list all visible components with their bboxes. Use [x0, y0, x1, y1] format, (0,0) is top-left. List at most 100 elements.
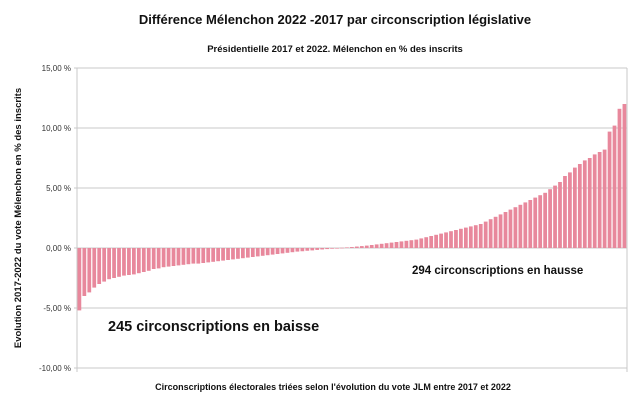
- bar: [300, 248, 305, 252]
- bar: [136, 248, 141, 274]
- bar: [186, 248, 191, 265]
- bar: [141, 248, 146, 272]
- bar: [231, 248, 235, 260]
- bar: [612, 125, 617, 248]
- bar: [473, 225, 478, 248]
- bar: [191, 248, 196, 264]
- bar: [429, 236, 434, 248]
- bar: [345, 247, 349, 248]
- bar: [92, 248, 97, 288]
- bar: [409, 240, 414, 248]
- bar: [523, 202, 528, 248]
- bar: [597, 152, 602, 248]
- bar: [572, 167, 577, 248]
- bar: [488, 219, 493, 248]
- bar: [117, 248, 121, 277]
- bar: [577, 164, 582, 248]
- bar: [528, 200, 533, 248]
- bar: [533, 197, 538, 248]
- bar: [82, 248, 87, 296]
- bars: [77, 104, 627, 311]
- y-tick-label: -5,00 %: [43, 304, 71, 313]
- bar: [359, 246, 364, 248]
- bar: [468, 226, 473, 248]
- bar: [513, 207, 518, 248]
- bar: [206, 248, 211, 263]
- bar: [241, 248, 245, 259]
- gridlines: [74, 67, 627, 369]
- bar: [617, 108, 622, 248]
- chart-subtitle: Présidentielle 2017 et 2022. Mélenchon e…: [207, 44, 463, 55]
- y-tick-label: 15,00 %: [42, 64, 71, 73]
- bar: [434, 234, 439, 248]
- bar: [568, 172, 572, 248]
- bar: [161, 248, 166, 268]
- y-tick-label: 0,00 %: [46, 244, 71, 253]
- bar: [374, 244, 379, 248]
- bar: [176, 248, 181, 266]
- bar: [151, 248, 156, 269]
- bar: [459, 228, 463, 248]
- bar: [107, 248, 111, 280]
- bar: [280, 248, 285, 254]
- bar: [478, 224, 483, 248]
- bar: [171, 248, 176, 266]
- bar: [607, 131, 612, 248]
- bar: [622, 104, 627, 248]
- bar: [325, 248, 330, 250]
- bar: [548, 189, 552, 248]
- bar: [260, 248, 265, 256]
- bar: [127, 248, 131, 275]
- bar: [364, 245, 369, 248]
- bar: [201, 248, 206, 263]
- bar: [498, 214, 503, 248]
- annotation-increase: 294 circonscriptions en hausse: [412, 265, 583, 277]
- bar: [77, 248, 82, 311]
- bar: [503, 212, 508, 248]
- bar: [330, 248, 334, 249]
- bar: [265, 248, 270, 256]
- y-axis-label: Evolution 2017-2022 du vote Mélenchon en…: [13, 88, 24, 348]
- y-tick-label: -10,00 %: [39, 364, 71, 373]
- bar: [587, 158, 592, 248]
- bar: [221, 248, 225, 261]
- bar: [424, 237, 429, 248]
- bar: [463, 227, 468, 248]
- bar: [399, 241, 404, 248]
- bar: [295, 248, 300, 252]
- bar: [419, 238, 424, 248]
- bar: [379, 243, 384, 248]
- y-tick-label: 10,00 %: [42, 124, 71, 133]
- bar: [538, 195, 543, 248]
- bar: [592, 154, 597, 248]
- y-tick-labels: 15,00 % 10,00 % 5,00 % 0,00 % -5,00 % -10,00 …: [39, 64, 71, 373]
- bar: [166, 248, 171, 267]
- bar: [508, 209, 513, 248]
- bar: [335, 248, 339, 249]
- bar: [236, 248, 240, 259]
- bar: [602, 149, 607, 248]
- bar: [270, 248, 275, 255]
- bar: [483, 221, 488, 248]
- bar: [245, 248, 250, 258]
- bar: [493, 216, 498, 248]
- bar: [285, 248, 290, 253]
- bar: [156, 248, 161, 269]
- bar: [563, 176, 567, 248]
- bar: [394, 242, 399, 248]
- bar: [196, 248, 201, 264]
- bar: [369, 245, 374, 248]
- bar: [250, 248, 255, 257]
- bar: [444, 232, 448, 248]
- bar: [122, 248, 126, 276]
- bar: [553, 185, 557, 248]
- bar: [216, 248, 220, 262]
- y-tick-label: 5,00 %: [46, 184, 71, 193]
- bar: [350, 247, 354, 248]
- bar: [384, 243, 389, 248]
- bar: [543, 192, 548, 248]
- bar: [354, 246, 359, 248]
- bar: [275, 248, 280, 254]
- annotation-decrease: 245 circonscriptions en baisse: [108, 319, 319, 335]
